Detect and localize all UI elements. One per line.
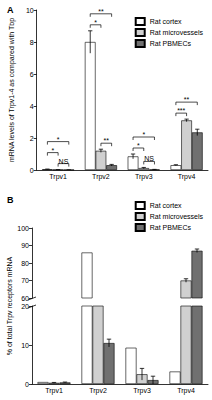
svg-text:% of total Trpv receptors mRNA: % of total Trpv receptors mRNA bbox=[6, 256, 14, 355]
svg-text:*: * bbox=[51, 147, 54, 154]
svg-text:Trpv4: Trpv4 bbox=[178, 173, 196, 181]
svg-text:**: ** bbox=[184, 96, 190, 103]
svg-text:Trpv2: Trpv2 bbox=[89, 387, 107, 395]
svg-text:***: *** bbox=[177, 107, 185, 114]
svg-text:NS: NS bbox=[144, 155, 154, 162]
svg-text:B: B bbox=[7, 195, 14, 205]
svg-text:mRNA levels of Trpv1-4 as comp: mRNA levels of Trpv1-4 as compared with … bbox=[8, 18, 16, 162]
svg-text:Rat microvessels: Rat microvessels bbox=[150, 29, 204, 36]
svg-text:Trpv1: Trpv1 bbox=[45, 387, 63, 395]
svg-text:2: 2 bbox=[30, 135, 34, 142]
svg-text:90: 90 bbox=[21, 242, 29, 249]
svg-text:70: 70 bbox=[21, 277, 29, 284]
svg-text:80: 80 bbox=[21, 260, 29, 267]
svg-text:*: * bbox=[94, 19, 97, 26]
svg-text:10: 10 bbox=[26, 7, 34, 14]
svg-text:Rat cortex: Rat cortex bbox=[150, 18, 182, 25]
svg-text:Trpv3: Trpv3 bbox=[135, 173, 153, 181]
svg-text:0: 0 bbox=[30, 167, 34, 174]
svg-text:A: A bbox=[7, 5, 14, 15]
svg-text:**: ** bbox=[98, 8, 104, 15]
svg-text:*: * bbox=[142, 131, 145, 138]
svg-text:Rat microvessels: Rat microvessels bbox=[150, 213, 204, 220]
svg-text:6: 6 bbox=[30, 71, 34, 78]
svg-text:Rat PBMECs: Rat PBMECs bbox=[150, 40, 192, 47]
svg-text:Rat cortex: Rat cortex bbox=[150, 202, 182, 209]
svg-text:Trpv1: Trpv1 bbox=[49, 173, 67, 181]
svg-text:4: 4 bbox=[30, 103, 34, 110]
svg-text:Trpv3: Trpv3 bbox=[133, 387, 151, 395]
svg-text:0: 0 bbox=[25, 381, 29, 388]
svg-text:Trpv4: Trpv4 bbox=[177, 387, 195, 395]
svg-text:Trpv2: Trpv2 bbox=[92, 173, 110, 181]
svg-text:*: * bbox=[137, 142, 140, 149]
svg-text:**: ** bbox=[104, 137, 110, 144]
svg-text:NS: NS bbox=[59, 158, 69, 165]
svg-text:20: 20 bbox=[21, 303, 29, 310]
svg-text:100: 100 bbox=[17, 225, 29, 232]
svg-text:60: 60 bbox=[21, 295, 29, 302]
svg-text:Rat PBMECs: Rat PBMECs bbox=[150, 224, 192, 231]
svg-text:10: 10 bbox=[21, 342, 29, 349]
svg-text:8: 8 bbox=[30, 39, 34, 46]
svg-text:*: * bbox=[57, 136, 60, 143]
